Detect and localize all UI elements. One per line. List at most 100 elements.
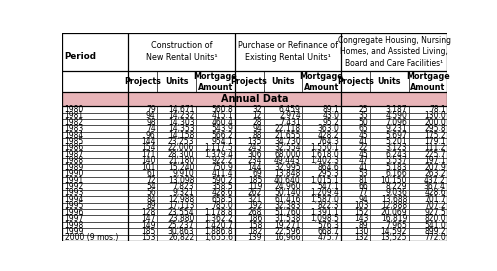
Text: 14,232: 14,232 <box>168 111 194 120</box>
Bar <box>235 190 263 196</box>
Text: 707.2: 707.2 <box>424 201 446 210</box>
Bar <box>128 132 157 138</box>
Text: 1,362.2: 1,362.2 <box>204 214 233 223</box>
Text: 32,995: 32,995 <box>274 163 301 172</box>
Bar <box>62 177 128 183</box>
Bar <box>302 145 341 151</box>
Text: Annual Data: Annual Data <box>221 94 288 104</box>
Bar <box>302 228 341 235</box>
Text: 182: 182 <box>248 227 262 236</box>
Text: 750.9: 750.9 <box>211 163 233 172</box>
Bar <box>62 158 128 164</box>
Text: 49,443: 49,443 <box>274 156 301 165</box>
Text: 6,166: 6,166 <box>385 169 407 178</box>
Text: Congregate Housing, Nursing
Homes, and Assisted Living,
Board and Care Facilitie: Congregate Housing, Nursing Homes, and A… <box>337 36 451 68</box>
Text: 9,036: 9,036 <box>385 188 407 198</box>
Bar <box>370 164 409 170</box>
Text: 415.1: 415.1 <box>211 111 233 120</box>
Bar <box>263 170 302 177</box>
Bar <box>302 177 341 183</box>
Text: 411.4: 411.4 <box>211 169 233 178</box>
Bar <box>128 190 157 196</box>
Bar <box>62 196 128 203</box>
Text: 152: 152 <box>354 208 368 217</box>
Bar <box>196 151 235 158</box>
Bar <box>370 106 409 113</box>
Bar <box>157 222 196 228</box>
Bar <box>370 138 409 145</box>
Bar <box>370 113 409 119</box>
Text: Mortgage
Amount: Mortgage Amount <box>193 72 237 92</box>
Text: 186: 186 <box>248 214 262 223</box>
Bar <box>196 215 235 222</box>
Bar <box>196 170 235 177</box>
Bar <box>235 145 263 151</box>
Bar <box>128 170 157 177</box>
Text: 560.8: 560.8 <box>211 105 233 114</box>
Text: 428.6: 428.6 <box>424 188 446 198</box>
Bar <box>128 33 235 71</box>
Text: 1992: 1992 <box>65 182 84 191</box>
Text: 668.7: 668.7 <box>318 227 339 236</box>
Text: 7,965: 7,965 <box>385 221 407 230</box>
Bar <box>370 235 409 241</box>
Text: 96: 96 <box>146 131 156 140</box>
Text: 6,243: 6,243 <box>385 150 407 159</box>
Text: 820.0: 820.0 <box>424 214 446 223</box>
Text: 147: 147 <box>141 214 156 223</box>
Bar <box>128 158 157 164</box>
Bar <box>341 71 370 92</box>
Bar <box>62 228 128 235</box>
Bar <box>263 235 302 241</box>
Bar <box>235 125 263 132</box>
Bar <box>263 71 302 92</box>
Text: Period: Period <box>65 52 97 61</box>
Text: 51,760: 51,760 <box>274 208 301 217</box>
Bar <box>370 196 409 203</box>
Text: 1989: 1989 <box>65 163 84 172</box>
Bar <box>235 132 263 138</box>
Text: Units: Units <box>271 77 295 86</box>
Text: 475.7: 475.7 <box>318 234 339 243</box>
Text: 158: 158 <box>248 221 262 230</box>
Text: 1982: 1982 <box>65 118 84 127</box>
Text: Mortgage
Amount: Mortgage Amount <box>406 72 450 92</box>
Bar <box>409 209 447 215</box>
Bar <box>235 138 263 145</box>
Bar <box>157 177 196 183</box>
Text: 899.2: 899.2 <box>424 227 446 236</box>
Text: 26,822: 26,822 <box>168 234 194 243</box>
Text: 1,015.1: 1,015.1 <box>311 176 339 185</box>
Text: 45: 45 <box>359 131 368 140</box>
Text: 153: 153 <box>141 234 156 243</box>
Text: 149: 149 <box>141 221 156 230</box>
Text: 543.9: 543.9 <box>211 124 233 133</box>
Text: 19,271: 19,271 <box>274 221 301 230</box>
Bar <box>409 145 447 151</box>
Text: 1,420.7: 1,420.7 <box>204 221 233 230</box>
Text: 1,117.5: 1,117.5 <box>204 143 233 153</box>
Text: 7,823: 7,823 <box>173 182 194 191</box>
Bar <box>409 132 447 138</box>
Bar <box>235 215 263 222</box>
Bar <box>263 138 302 145</box>
Text: 14,671: 14,671 <box>168 105 194 114</box>
Text: 130.0: 130.0 <box>424 111 446 120</box>
Text: 13,848: 13,848 <box>274 169 301 178</box>
Bar <box>235 33 341 71</box>
Bar <box>341 158 370 164</box>
Text: 23,554: 23,554 <box>168 208 194 217</box>
Text: 16,966: 16,966 <box>274 234 301 243</box>
Bar <box>235 235 263 241</box>
Bar <box>128 145 157 151</box>
Bar <box>370 158 409 164</box>
Bar <box>157 132 196 138</box>
Bar <box>128 203 157 209</box>
Text: 130: 130 <box>354 227 368 236</box>
Bar <box>341 138 370 145</box>
Text: 144: 144 <box>248 163 262 172</box>
Bar <box>409 125 447 132</box>
Bar <box>128 215 157 222</box>
Text: 22,006: 22,006 <box>168 143 194 153</box>
Text: 20,069: 20,069 <box>381 208 407 217</box>
